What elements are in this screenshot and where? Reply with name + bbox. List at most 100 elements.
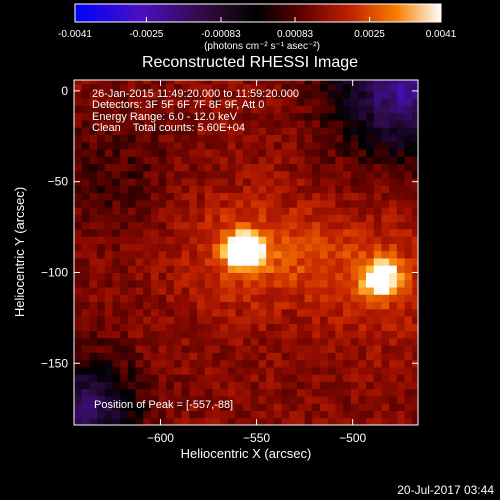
heatmap-cell	[350, 265, 359, 273]
heatmap-cell	[327, 265, 336, 273]
heatmap-cell	[289, 294, 298, 303]
heatmap-cell	[312, 308, 321, 317]
heatmap-cell	[166, 316, 175, 324]
heatmap-cell	[220, 257, 229, 266]
heatmap-cell	[135, 417, 144, 425]
heatmap-cell	[373, 352, 382, 361]
heatmap-cell	[319, 199, 329, 208]
heatmap-cell	[250, 149, 259, 157]
heatmap-cell	[250, 207, 259, 215]
heatmap-cell	[335, 388, 344, 397]
heatmap-cell	[258, 178, 267, 186]
heatmap-cell	[89, 374, 98, 382]
heatmap-cell	[381, 316, 390, 324]
heatmap-cell	[158, 352, 167, 361]
heatmap-cell	[89, 105, 98, 114]
heatmap-cell	[173, 330, 183, 339]
plot-frame	[73, 79, 419, 426]
heatmap-cell	[189, 170, 198, 179]
heatmap-cell	[281, 388, 290, 397]
heatmap-cell	[258, 366, 267, 375]
heatmap-cell	[281, 178, 290, 186]
heatmap-cell	[150, 265, 160, 273]
heatmap-cell	[227, 243, 236, 252]
heatmap-cell	[204, 250, 213, 259]
heatmap-cell	[235, 345, 244, 353]
heatmap-cell	[97, 119, 106, 128]
heatmap-cell	[258, 250, 267, 259]
heatmap-cell	[404, 250, 413, 259]
heatmap-cell	[212, 403, 221, 411]
heatmap-cell	[250, 316, 259, 324]
heatmap-cell	[304, 359, 313, 368]
heatmap-cell	[327, 366, 336, 375]
heatmap-cell	[97, 105, 106, 114]
heatmap-cell	[273, 156, 283, 165]
heatmap-cell	[366, 374, 375, 382]
heatmap-cell	[250, 83, 259, 92]
heatmap-cell	[273, 388, 283, 397]
heatmap-cell	[366, 410, 375, 419]
heatmap-cell	[181, 265, 190, 273]
heatmap-cell	[250, 323, 259, 332]
heatmap-cell	[335, 163, 344, 172]
heatmap-cell	[266, 250, 275, 259]
heatmap-cell	[273, 243, 283, 252]
heatmap-cell	[273, 417, 283, 425]
heatmap-cell	[143, 170, 152, 179]
heatmap-cell	[381, 294, 390, 303]
heatmap-cell	[166, 83, 175, 92]
heatmap-cell	[173, 98, 183, 106]
heatmap-cell	[97, 243, 106, 252]
heatmap-cell	[381, 236, 390, 244]
heatmap-cell	[97, 83, 106, 92]
heatmap-cell	[389, 395, 398, 404]
heatmap-cell	[120, 366, 129, 375]
heatmap-cell	[181, 178, 190, 186]
heatmap-cell	[150, 163, 160, 172]
heatmap-cell	[220, 243, 229, 252]
heatmap-cell	[158, 134, 167, 143]
heatmap-cell	[319, 127, 329, 135]
heatmap-cell	[74, 199, 83, 208]
heatmap-cell	[250, 337, 259, 346]
heatmap-cell	[312, 185, 321, 194]
heatmap-cell	[358, 403, 367, 411]
heatmap-cell	[335, 352, 344, 361]
heatmap-cell	[381, 417, 390, 425]
heatmap-cell	[243, 316, 252, 324]
heatmap-cell	[281, 330, 290, 339]
heatmap-cell	[120, 141, 129, 150]
heatmap-cell	[289, 90, 298, 99]
heatmap-cell	[319, 236, 329, 244]
heatmap-cell	[235, 134, 244, 143]
heatmap-cell	[343, 250, 352, 259]
heatmap-cell	[181, 287, 190, 295]
heatmap-cell	[89, 345, 98, 353]
heatmap-cell	[204, 287, 213, 295]
heatmap-cell	[250, 163, 259, 172]
heatmap-cell	[327, 170, 336, 179]
heatmap-cell	[227, 112, 236, 121]
heatmap-cell	[127, 388, 136, 397]
heatmap-cell	[381, 272, 390, 281]
heatmap-cell	[366, 279, 375, 288]
heatmap-cell	[212, 417, 221, 425]
heatmap-cell	[204, 352, 213, 361]
heatmap-cell	[296, 105, 306, 114]
heatmap-cell	[350, 163, 359, 172]
heatmap-cell	[266, 366, 275, 375]
heatmap-cell	[327, 272, 336, 281]
heatmap-cell	[74, 207, 83, 215]
heatmap-cell	[389, 403, 398, 411]
heatmap-cell	[366, 250, 375, 259]
heatmap-cell	[273, 221, 283, 230]
heatmap-cell	[196, 352, 206, 361]
heatmap-cell	[273, 80, 283, 85]
heatmap-cell	[135, 323, 144, 332]
heatmap-cell	[112, 228, 121, 237]
heatmap-cell	[335, 221, 344, 230]
heatmap-cell	[350, 105, 359, 114]
heatmap-cell	[89, 381, 98, 390]
heatmap-cell	[381, 257, 390, 266]
